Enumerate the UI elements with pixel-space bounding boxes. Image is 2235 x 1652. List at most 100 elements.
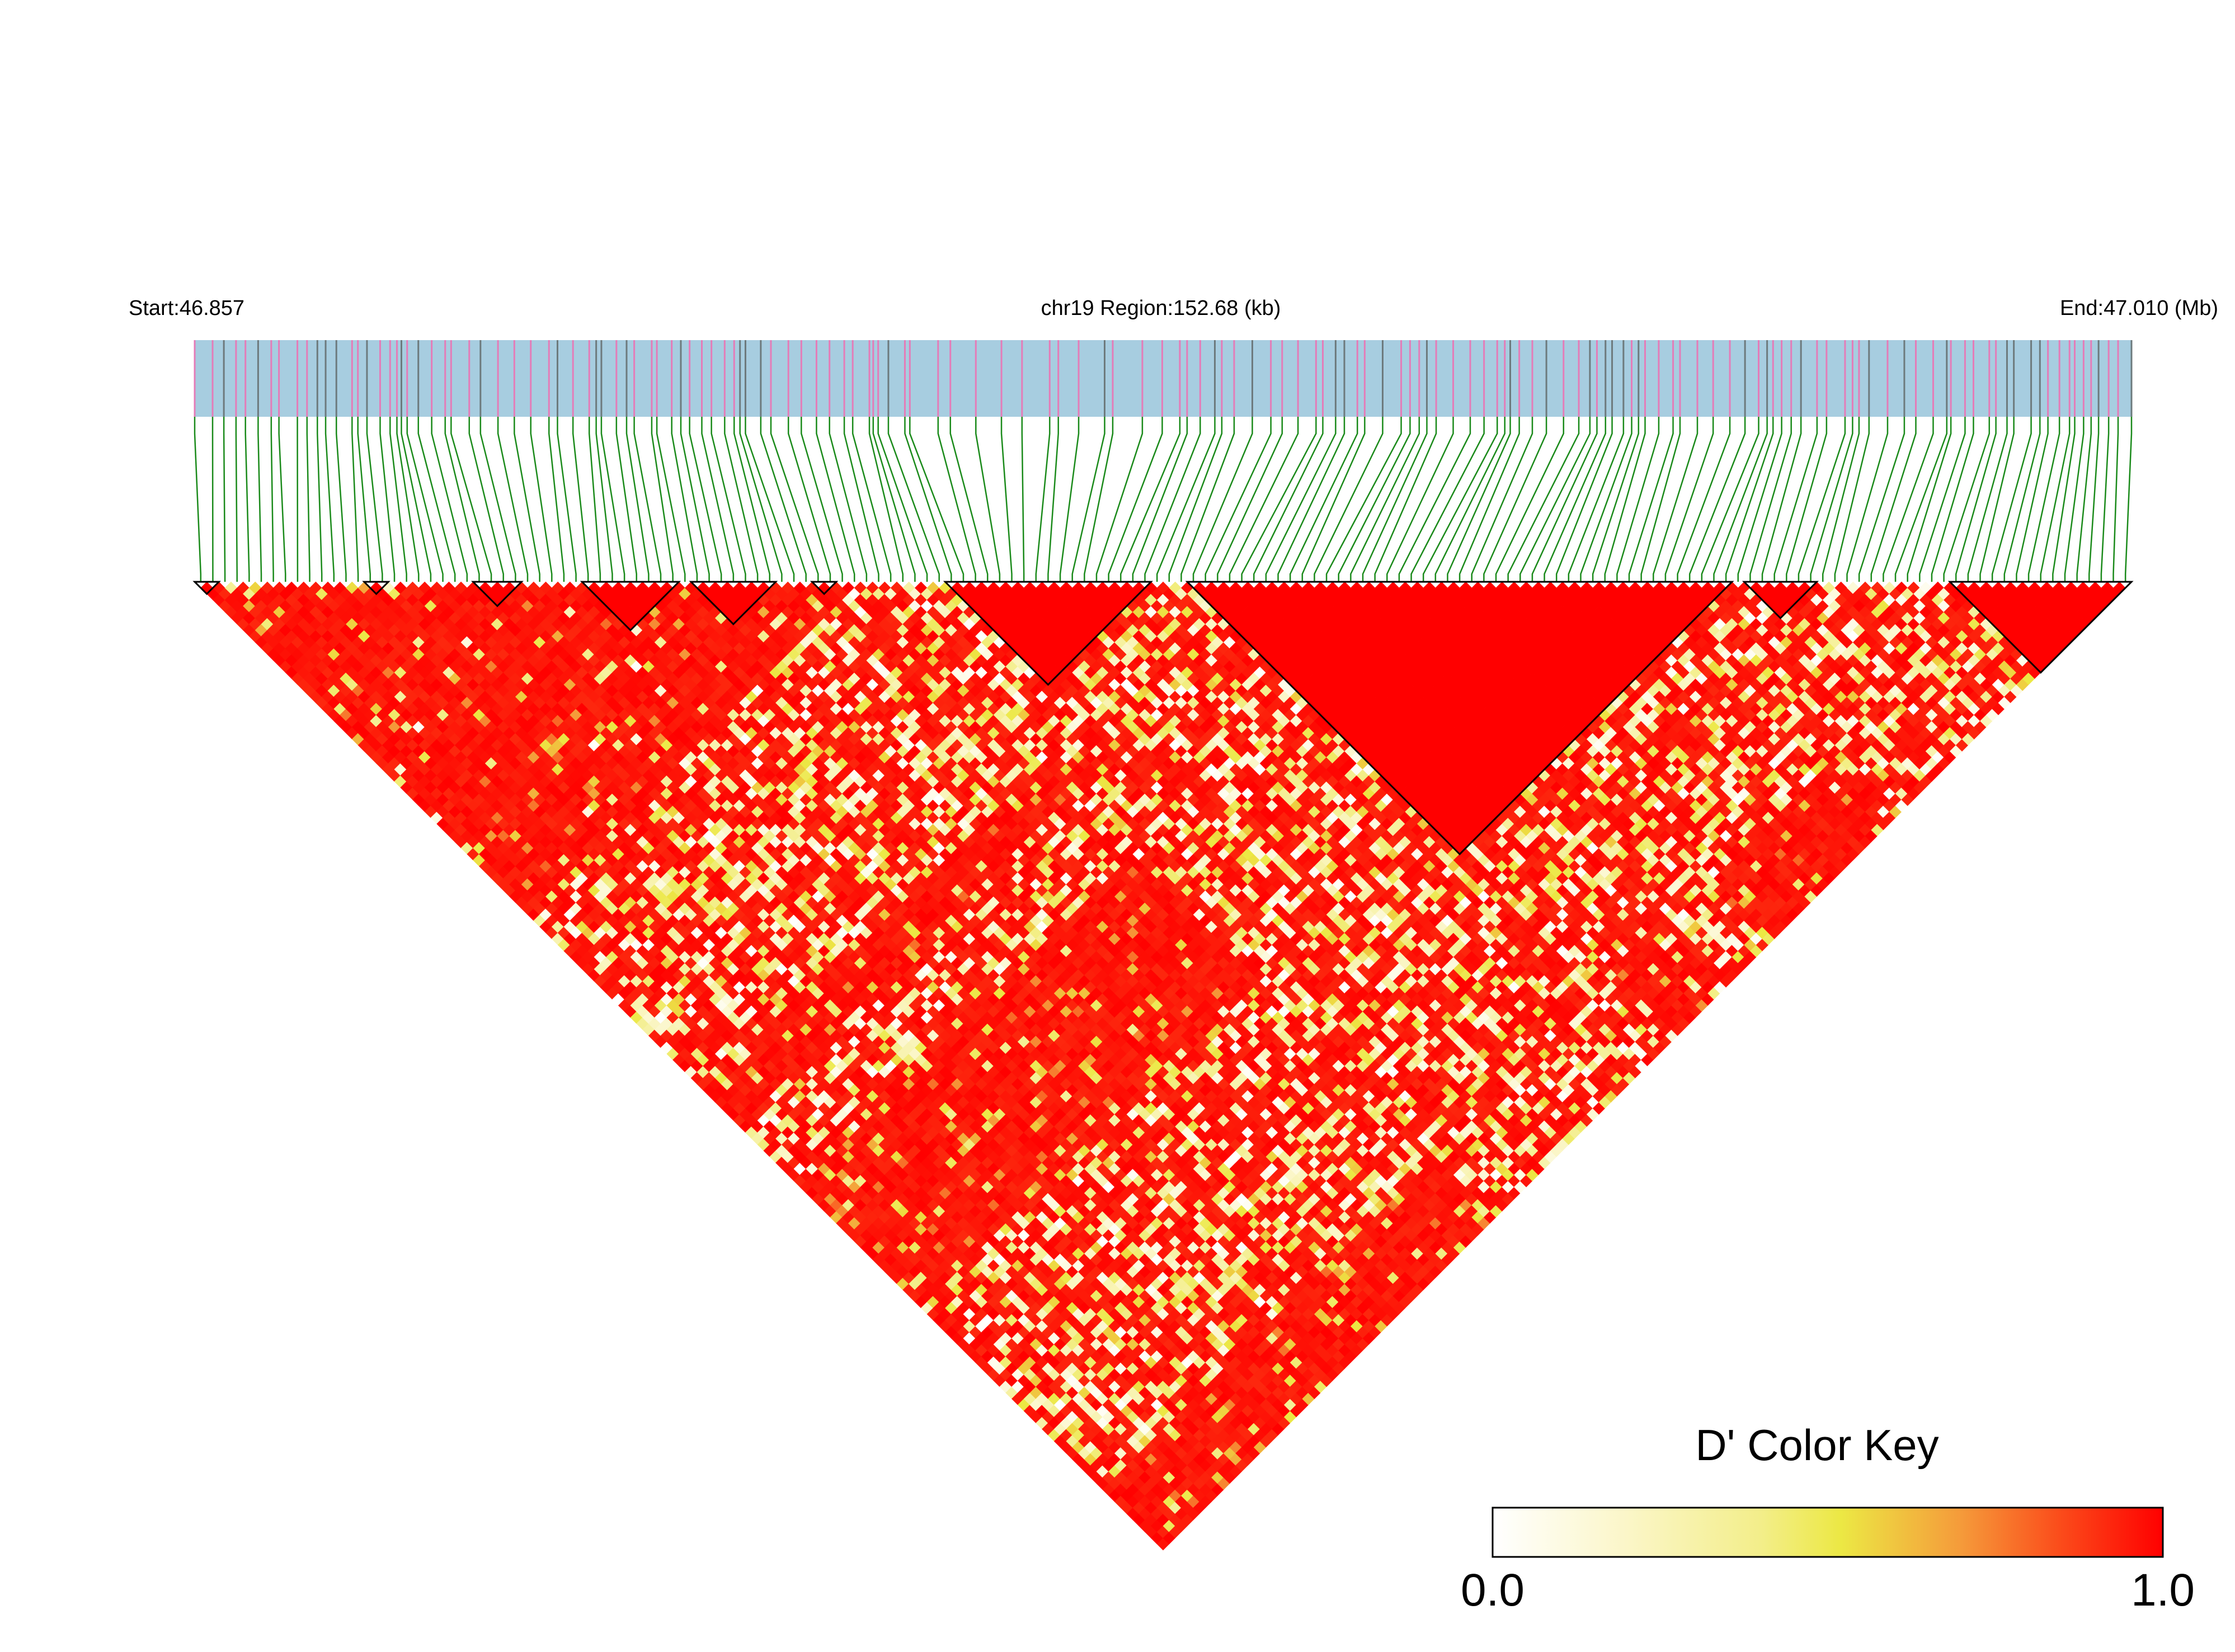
snp-connector-line: [1628, 417, 1674, 582]
snp-connector-line: [1810, 417, 1853, 582]
snp-connector-line: [1858, 417, 1905, 582]
snp-connector-line: [1338, 417, 1411, 582]
snp-connector-line: [1386, 417, 1454, 582]
snp-connector-line: [351, 417, 359, 582]
snp-connector-line: [904, 417, 952, 582]
snp-connector-line: [1434, 417, 1506, 582]
snp-connector-line: [1834, 417, 1870, 582]
snp-connector-line: [625, 417, 650, 582]
snp-connector-line: [1677, 417, 1731, 582]
snp-connector-line: [1870, 417, 1917, 582]
snp-connector-line: [975, 417, 1001, 582]
snp-connector-line: [1095, 417, 1144, 582]
snp-connector-line: [1773, 417, 1818, 582]
snp-connector-line: [1398, 417, 1471, 582]
snp-connector-line: [1374, 417, 1437, 582]
snp-connector-line: [1204, 417, 1272, 582]
snp-connector-line: [1253, 417, 1324, 582]
snp-position-track: [194, 340, 2133, 417]
snp-connector-line: [1725, 417, 1774, 582]
snp-connector-line: [1120, 417, 1181, 582]
snp-connector-line: [1229, 417, 1299, 582]
snp-connector-line: [401, 417, 432, 582]
snp-connector-line: [724, 417, 759, 582]
snp-connector-line: [1447, 417, 1511, 582]
snp-connector-line: [324, 417, 335, 582]
snp-connector-line: [787, 417, 831, 582]
snp-connector-line: [2088, 417, 2100, 582]
snp-connector-line: [1289, 417, 1358, 582]
snp-connector-line: [1664, 417, 1714, 582]
snp-connector-line: [514, 417, 540, 582]
snp-connector-line: [1616, 417, 1660, 582]
snp-connector-line: [701, 417, 735, 582]
snp-connector-line: [396, 417, 420, 582]
snp-connector-line: [1000, 417, 1013, 582]
snp-connector-line: [1786, 417, 1828, 582]
snp-connector-line: [711, 417, 746, 582]
snp-connector-line: [1519, 417, 1591, 582]
snp-connector-line: [1701, 417, 1759, 582]
snp-connector-line: [1108, 417, 1163, 582]
snp-connector-line: [2076, 417, 2092, 582]
snp-connector-line: [1798, 417, 1846, 582]
snp-connector-lines: [194, 417, 2133, 582]
snp-connector-line: [1604, 417, 1646, 582]
snp-connector-line: [1713, 417, 1768, 582]
snp-connector-line: [689, 417, 722, 582]
snp-connector-line: [444, 417, 480, 582]
snp-connector-line: [379, 417, 396, 582]
snp-connector-line: [1955, 417, 1997, 582]
snp-connector-line: [1822, 417, 1860, 582]
snp-connector-line: [680, 417, 710, 582]
snp-connector-line: [366, 417, 383, 582]
snp-connector-line: [872, 417, 916, 582]
snp-connector-line: [1907, 417, 1952, 582]
snp-connector-line: [770, 417, 819, 582]
snp-connector-line: [1761, 417, 1802, 582]
snp-connector-line: [1943, 417, 1991, 582]
snp-connector-line: [431, 417, 468, 582]
snp-connector-line: [2124, 417, 2133, 582]
snp-connector-line: [801, 417, 843, 582]
snp-connector-line: [1555, 417, 1613, 582]
snp-connector-line: [1422, 417, 1498, 582]
snp-connector-line: [278, 417, 286, 582]
snp-connector-line: [887, 417, 940, 582]
snp-connector-line: [1592, 417, 1640, 582]
snp-connector-line: [306, 417, 310, 582]
snp-connector-line: [1483, 417, 1547, 582]
snp-connector-line: [1192, 417, 1253, 582]
snp-connector-line: [1047, 417, 1059, 582]
snp-connector-line: [2112, 417, 2119, 582]
snp-connector-line: [468, 417, 505, 582]
snp-connector-line: [406, 417, 444, 582]
snp-connector-line: [2064, 417, 2085, 582]
snp-connector-line: [572, 417, 589, 582]
snp-connector-line: [194, 417, 202, 582]
snp-connector-line: [257, 417, 262, 582]
snp-connector-line: [1979, 417, 2015, 582]
snp-connector-line: [2003, 417, 2041, 582]
snp-connector-line: [816, 417, 855, 582]
snp-connector-line: [1325, 417, 1402, 582]
snp-connector-line: [1362, 417, 1428, 582]
snp-connector-line: [1507, 417, 1580, 582]
snp-connector-line: [2052, 417, 2076, 582]
snp-position-ticks: [194, 340, 2133, 417]
snp-connector-line: [1749, 417, 1792, 582]
snp-connector-line: [1894, 417, 1948, 582]
snp-connector-line: [1640, 417, 1681, 582]
snp-connector-line: [1180, 417, 1235, 582]
snp-connector-line: [1568, 417, 1625, 582]
snp-connector-line: [2016, 417, 2049, 582]
snp-connector-line: [1314, 417, 1384, 582]
snp-connector-line: [1967, 417, 2008, 582]
snp-connector-line: [1410, 417, 1485, 582]
snp-connector-line: [1495, 417, 1565, 582]
snp-connector-line: [1132, 417, 1188, 582]
snp-connector-line: [235, 417, 238, 582]
snp-connector-line: [868, 417, 904, 582]
snp-connector-line: [1265, 417, 1337, 582]
